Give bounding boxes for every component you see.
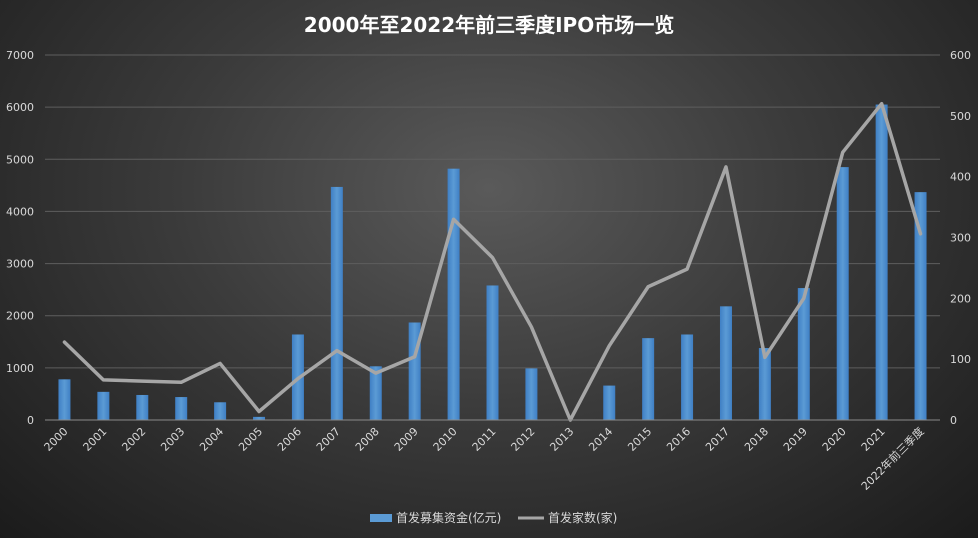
x-tick-label: 2013 — [547, 425, 576, 454]
x-tick-label: 2003 — [158, 425, 187, 454]
y-left-tick-label: 3000 — [6, 258, 34, 271]
bar — [136, 394, 149, 420]
x-tick-label: 2016 — [664, 425, 693, 454]
chart-title: 2000年至2022年前三季度IPO市场一览 — [304, 13, 674, 37]
x-tick-label: 2000 — [42, 425, 71, 454]
y-left-tick-label: 1000 — [6, 362, 34, 375]
x-tick-label: 2008 — [353, 425, 382, 454]
bar — [642, 338, 655, 420]
y-left-tick-label: 5000 — [6, 153, 34, 166]
x-tick-label: 2006 — [275, 425, 304, 454]
bar — [253, 416, 266, 420]
x-tick-label: 2018 — [742, 425, 771, 454]
bar-series — [58, 104, 927, 421]
x-tick-label: 2012 — [509, 425, 538, 454]
legend: 首发募集资金(亿元) 首发家数(家) — [370, 510, 617, 525]
bar — [330, 186, 343, 420]
y-right-tick-label: 100 — [950, 353, 971, 366]
y-right-tick-label: 500 — [950, 110, 971, 123]
x-tick-label: 2019 — [781, 425, 810, 454]
bar — [214, 402, 227, 420]
x-tick-label: 2014 — [586, 425, 615, 454]
bar — [97, 391, 110, 420]
y-right-tick-label: 400 — [950, 171, 971, 184]
bar — [719, 306, 732, 420]
x-tick-label: 2015 — [625, 425, 654, 454]
y-right-tick-label: 200 — [950, 292, 971, 305]
x-tick-label: 2007 — [314, 425, 343, 454]
y-left-tick-label: 2000 — [6, 310, 34, 323]
bar — [681, 334, 694, 420]
y-right-tick-label: 300 — [950, 232, 971, 245]
bar — [914, 192, 927, 420]
y-left-tick-label: 0 — [27, 414, 34, 427]
y-right-tick-label: 600 — [950, 49, 971, 62]
x-tick-label: 2010 — [431, 425, 460, 454]
bar — [486, 285, 499, 420]
bar — [175, 397, 188, 420]
legend-line-label: 首发家数(家) — [548, 510, 617, 525]
y-left-tick-label: 6000 — [6, 101, 34, 114]
y-right-tick-label: 0 — [950, 414, 957, 427]
bar — [603, 385, 616, 420]
x-tick-label: 2009 — [392, 425, 421, 454]
bar — [447, 168, 460, 420]
x-tick-label: 2011 — [470, 425, 499, 454]
x-tick-label: 2002 — [119, 425, 148, 454]
legend-bar-swatch — [370, 514, 392, 522]
bar — [525, 368, 538, 420]
y-left-tick-label: 4000 — [6, 205, 34, 218]
line-series-path — [62, 101, 923, 422]
x-tick-label: 2021 — [859, 425, 888, 454]
x-tick-label: 2020 — [820, 425, 849, 454]
x-tick-label: 2017 — [703, 425, 732, 454]
axes: 0 1000 2000 3000 4000 5000 6000 7000 0 100 200 300 4… — [6, 49, 971, 493]
x-tick-label: 2005 — [236, 425, 265, 454]
bar — [797, 288, 810, 420]
x-tick-label: 2004 — [197, 425, 226, 454]
y-left-tick-label: 7000 — [6, 49, 34, 62]
legend-bar-label: 首发募集资金(亿元) — [396, 510, 501, 525]
x-tick-label: 2001 — [80, 425, 109, 454]
bar — [58, 379, 71, 420]
line-series — [62, 101, 923, 422]
bar — [369, 366, 382, 420]
bar — [758, 348, 771, 420]
bar — [836, 167, 849, 420]
bar — [875, 104, 888, 421]
